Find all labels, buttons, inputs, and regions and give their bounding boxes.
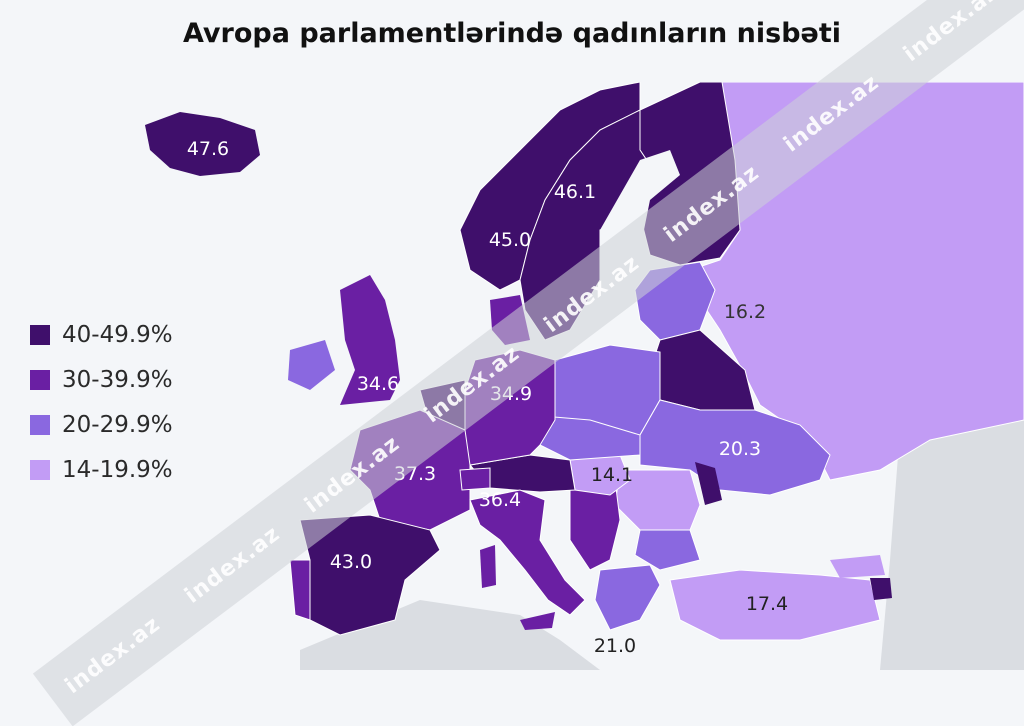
region-uk <box>340 275 400 405</box>
legend-item: 20-29.9% <box>30 402 173 447</box>
region-iceland <box>145 112 260 176</box>
black-sea <box>700 505 820 570</box>
legend-label: 40-49.9% <box>62 321 173 348</box>
value-label-turkey: 17.4 <box>746 593 788 615</box>
region-sicily <box>520 612 555 630</box>
value-label-iceland: 47.6 <box>187 138 229 160</box>
value-label-spain: 43.0 <box>330 551 372 573</box>
region-sardinia <box>480 545 496 588</box>
map-title: Avropa parlamentlərində qadınların nisbə… <box>182 18 842 49</box>
region-italy <box>469 489 586 616</box>
legend-swatch <box>30 324 50 345</box>
watermark-text: index.az <box>898 0 1004 67</box>
legend-item: 14-19.9% <box>30 447 173 492</box>
region-greece <box>594 564 661 631</box>
region-moldova <box>695 462 722 505</box>
legend-item: 40-49.9% <box>30 312 173 357</box>
legend-label: 20-29.9% <box>62 411 173 438</box>
value-label-ukraine: 20.3 <box>719 438 761 460</box>
value-label-italy: 36.4 <box>479 489 521 511</box>
legend-swatch <box>30 369 50 390</box>
value-label-greece: 21.0 <box>594 635 636 657</box>
map-legend: 40-49.9% 30-39.9% 20-29.9% 14-19.9% <box>30 312 173 492</box>
value-label-norway: 45.0 <box>489 229 531 251</box>
legend-item: 30-39.9% <box>30 357 173 402</box>
region-turkey <box>669 569 881 641</box>
value-label-russia: 16.2 <box>724 301 766 323</box>
caucasus-land <box>880 400 1024 670</box>
region-switzerland <box>459 467 491 491</box>
region-armenia <box>870 578 892 600</box>
africa-land <box>300 600 600 670</box>
region-ireland <box>288 340 335 390</box>
legend-swatch <box>30 414 50 435</box>
legend-label: 14-19.9% <box>62 456 173 483</box>
region-bulgaria <box>634 529 701 571</box>
legend-swatch <box>30 459 50 480</box>
legend-label: 30-39.9% <box>62 366 173 393</box>
value-label-uk: 34.6 <box>357 373 399 395</box>
region-portugal <box>289 559 311 621</box>
region-ukraine <box>639 399 831 496</box>
value-label-sweden: 46.1 <box>554 181 596 203</box>
region-georgia <box>830 555 885 578</box>
value-label-hungary: 14.1 <box>591 464 633 486</box>
